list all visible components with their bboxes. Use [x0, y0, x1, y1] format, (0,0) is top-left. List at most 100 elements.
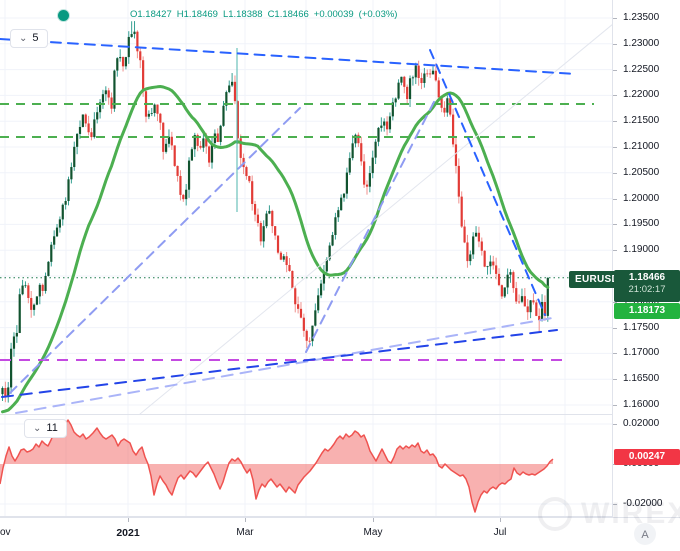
- candle-body: [47, 261, 50, 276]
- candle-body: [167, 136, 171, 144]
- candle-body: [492, 261, 495, 266]
- candle-body: [477, 232, 481, 242]
- candle-body: [342, 193, 346, 198]
- candle-body: [233, 81, 237, 102]
- time-axis-tick: [245, 518, 246, 522]
- candle-body: [474, 232, 478, 237]
- time-axis-tick: [373, 518, 374, 522]
- candle-body: [210, 143, 214, 163]
- candle-body: [271, 210, 274, 227]
- status-dot-icon: [58, 10, 69, 21]
- candle-body: [179, 175, 182, 195]
- candle-body: [374, 141, 377, 158]
- candle-body: [35, 296, 39, 305]
- ma-indicator-label: 5: [32, 32, 39, 44]
- candle-body: [457, 165, 460, 197]
- candle-body: [391, 102, 394, 117]
- candle-body: [185, 189, 188, 200]
- candle-body: [360, 143, 363, 162]
- candle-body: [446, 98, 449, 113]
- candle-body: [429, 73, 432, 75]
- ma-indicator-legend[interactable]: ⌄ 5: [10, 29, 48, 48]
- steep-rise-right: [305, 97, 437, 353]
- candle-body: [170, 136, 173, 146]
- price-axis-label: 1.16000: [612, 399, 660, 410]
- momentum-indicator-label: 11: [46, 422, 58, 434]
- watermark-logo-icon: [538, 497, 572, 531]
- candle-body: [259, 222, 262, 242]
- candle-body: [24, 285, 27, 287]
- time-axis-label: Jul: [493, 527, 507, 538]
- price-axis-label: 1.20000: [612, 192, 660, 204]
- candle-body: [130, 34, 133, 37]
- candle-body: [532, 300, 535, 303]
- candle-body: [182, 194, 185, 200]
- candle-body: [38, 284, 41, 297]
- candle-body: [377, 127, 380, 142]
- candle-body: [93, 119, 96, 138]
- candle-body: [380, 125, 383, 128]
- candle-body: [251, 181, 254, 204]
- momentum-oscillator: [0, 419, 554, 513]
- candle-body: [334, 217, 337, 235]
- axis-mode-button[interactable]: A: [634, 523, 656, 545]
- ohlc-change: +0.00039: [313, 9, 354, 20]
- moving-average-line: [1, 85, 550, 414]
- candle-body: [434, 70, 437, 81]
- candle-body: [497, 273, 501, 286]
- candle-body: [222, 105, 225, 126]
- candle-body: [466, 242, 469, 262]
- candle-body: [18, 294, 21, 333]
- watermark: WIREX: [538, 497, 680, 531]
- candle-body: [526, 306, 529, 313]
- candle-body: [98, 102, 102, 113]
- price-axis-label: 1.23000: [612, 37, 660, 49]
- time-axis-label: Mar: [236, 527, 254, 538]
- rising-support-light: [15, 316, 559, 414]
- time-axis-tick: [500, 518, 501, 522]
- candle-body: [7, 387, 10, 397]
- candle-body: [61, 204, 64, 220]
- faint-extension: [139, 24, 612, 415]
- candle-body: [512, 272, 515, 289]
- candle-body: [121, 57, 125, 67]
- candle-body: [285, 256, 288, 266]
- bid-badge: 1.18173: [614, 303, 680, 319]
- candle-body: [463, 226, 466, 243]
- candle-body: [159, 113, 162, 123]
- candle-body: [503, 287, 506, 297]
- candle-body: [142, 60, 145, 92]
- candle-body: [406, 86, 409, 100]
- price-axis[interactable]: 1.23500 1.23000 1.22500 1.22000 1.21500 1.210…: [612, 0, 680, 517]
- candle-body: [236, 101, 239, 139]
- candle-body: [297, 304, 300, 309]
- candle-body: [15, 332, 18, 337]
- price-axis-label: 1.23500: [612, 12, 660, 23]
- candle-body: [245, 167, 248, 177]
- price-axis-label: 1.17500: [612, 321, 660, 333]
- candle-body: [90, 132, 93, 138]
- candle-body: [84, 114, 87, 124]
- candle-body: [345, 172, 348, 194]
- price-chart-canvas[interactable]: [0, 0, 612, 517]
- ohlc-open: O1.18427: [130, 9, 172, 20]
- candle-body: [176, 165, 179, 176]
- candle-body: [53, 236, 56, 245]
- price-axis-label: 1.19000: [612, 244, 660, 256]
- candle-body: [282, 256, 285, 260]
- candle-body: [70, 167, 73, 180]
- candle-body: [156, 104, 159, 114]
- candle-body: [133, 31, 136, 35]
- candle-body: [385, 121, 389, 130]
- candle-body: [363, 161, 366, 185]
- price-badge-value: 1.18466: [628, 272, 666, 283]
- momentum-indicator-legend[interactable]: ⌄ 11: [24, 419, 67, 438]
- candle-body: [294, 288, 297, 305]
- candle-body: [64, 201, 67, 205]
- pane-separator[interactable]: [0, 414, 680, 415]
- candle-body: [337, 210, 340, 218]
- candle-body: [139, 51, 142, 61]
- steep-rise-left: [9, 107, 301, 394]
- price-axis-label: 1.22500: [612, 63, 660, 75]
- chevron-down-icon: ⌄: [33, 422, 42, 434]
